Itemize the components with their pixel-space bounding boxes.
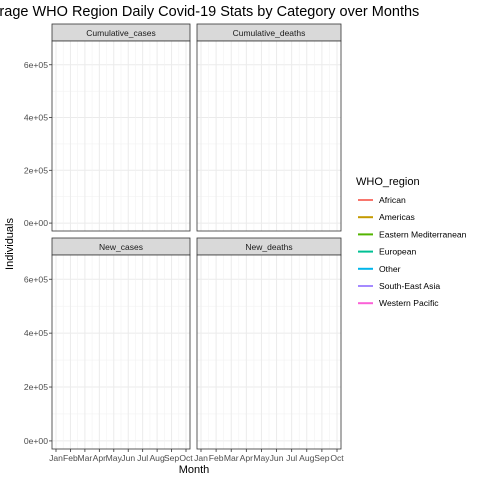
x-axis-title: Month (179, 464, 210, 476)
x-tick-label: Aug (299, 453, 315, 463)
facet-strip-label: Cumulative_cases (86, 28, 155, 38)
legend-label: Americas (379, 212, 415, 222)
panel-border (51, 40, 191, 232)
x-tick-label: Sep (164, 453, 180, 463)
panel-border (196, 40, 342, 232)
y-tick-label: 6e+05 (24, 60, 48, 70)
legend-item-western-pacific: Western Pacific (358, 298, 439, 308)
x-tick-label: Mar (224, 453, 239, 463)
y-tick-label: 0e+00 (24, 436, 48, 446)
y-tick-label: 4e+05 (24, 328, 48, 338)
legend-label: African (379, 195, 406, 205)
y-tick-label: 2e+05 (24, 165, 48, 175)
facet-new-cases: New_cases (51, 237, 191, 450)
legend-item-african: African (358, 195, 406, 205)
y-tick-label: 2e+05 (24, 382, 48, 392)
x-tick-label: Jan (194, 453, 208, 463)
facet-cumulative-cases: Cumulative_cases (51, 23, 191, 232)
legend-item-americas: Americas (358, 212, 415, 222)
legend-item-south-east-asia: South-East Asia (358, 281, 440, 291)
x-tick-label: Jun (270, 453, 284, 463)
panel-border (51, 254, 191, 450)
x-tick-label: Oct (330, 453, 344, 463)
facet-cumulative-deaths: Cumulative_deaths (196, 23, 342, 232)
facet-strip-label: Cumulative_deaths (233, 28, 306, 38)
facet-new-deaths: New_deaths (196, 237, 342, 450)
y-tick-label: 6e+05 (24, 274, 48, 284)
legend-item-other: Other (358, 264, 401, 274)
x-tick-label: Jul (286, 453, 297, 463)
x-tick-label: Aug (149, 453, 165, 463)
x-tick-label: Feb (209, 453, 224, 463)
legend-label: European (379, 247, 416, 257)
legend-label: Other (379, 264, 401, 274)
legend-label: South-East Asia (379, 281, 440, 291)
x-tick-label: Jan (49, 453, 63, 463)
x-tick-label: Apr (93, 453, 107, 463)
legend-label: Eastern Mediterranean (379, 229, 467, 239)
legend-title: WHO_region (356, 176, 420, 188)
facet-strip-label: New_deaths (245, 242, 292, 252)
legend-item-eastern-mediterranean: Eastern Mediterranean (358, 229, 467, 239)
x-tick-label: Jul (137, 453, 148, 463)
x-tick-label: Feb (63, 453, 78, 463)
legend-label: Western Pacific (379, 298, 439, 308)
x-tick-label: Apr (240, 453, 254, 463)
facet-strip-label: New_cases (99, 242, 143, 252)
y-tick-label: 0e+00 (24, 218, 48, 228)
x-tick-label: Sep (314, 453, 330, 463)
y-tick-label: 4e+05 (24, 113, 48, 123)
x-tick-label: Mar (77, 453, 92, 463)
facet-panels: Cumulative_cases Cumulative_deaths New_cas… (51, 23, 342, 450)
x-tick-label: May (253, 453, 270, 463)
y-axis-title: Individuals (4, 218, 16, 270)
x-tick-label: May (106, 453, 123, 463)
legend: WHO_region African Americas Eastern Medite… (356, 176, 467, 308)
chart-title: Average WHO Region Daily Covid-19 Stats … (0, 4, 419, 20)
x-tick-label: Oct (179, 453, 193, 463)
panel-border (196, 254, 342, 450)
legend-item-european: European (358, 247, 416, 257)
axes: 0e+00 2e+05 4e+05 6e+05 0e+00 2e+05 4e+05 6e+05… (24, 60, 344, 463)
x-tick-label: Jun (121, 453, 135, 463)
